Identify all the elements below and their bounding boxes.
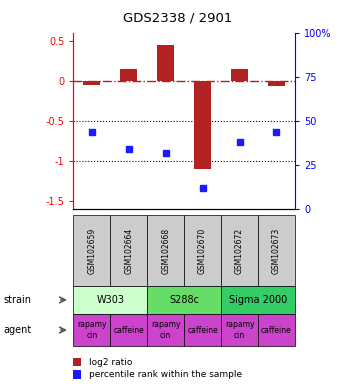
Text: caffeine: caffeine <box>187 326 218 334</box>
Text: GSM102670: GSM102670 <box>198 227 207 274</box>
Text: GSM102668: GSM102668 <box>161 227 170 274</box>
Text: GSM102659: GSM102659 <box>87 227 96 274</box>
Bar <box>157 45 174 81</box>
Text: rapamy
cin: rapamy cin <box>225 320 254 340</box>
Text: log2 ratio: log2 ratio <box>89 358 132 367</box>
Bar <box>120 69 137 81</box>
Text: rapamy
cin: rapamy cin <box>77 320 106 340</box>
Bar <box>84 81 100 85</box>
Text: caffeine: caffeine <box>113 326 144 334</box>
Text: agent: agent <box>3 325 32 335</box>
Text: rapamy
cin: rapamy cin <box>151 320 180 340</box>
Bar <box>231 69 248 81</box>
Bar <box>268 81 285 86</box>
Text: S288c: S288c <box>169 295 199 305</box>
Text: GSM102672: GSM102672 <box>235 227 244 274</box>
Text: GSM102673: GSM102673 <box>272 227 281 274</box>
Text: caffeine: caffeine <box>261 326 292 334</box>
Text: GDS2338 / 2901: GDS2338 / 2901 <box>123 12 232 25</box>
Text: W303: W303 <box>96 295 124 305</box>
Text: Sigma 2000: Sigma 2000 <box>229 295 287 305</box>
Text: percentile rank within the sample: percentile rank within the sample <box>89 370 242 379</box>
Bar <box>194 81 211 169</box>
Text: strain: strain <box>3 295 31 305</box>
Text: GSM102664: GSM102664 <box>124 227 133 274</box>
